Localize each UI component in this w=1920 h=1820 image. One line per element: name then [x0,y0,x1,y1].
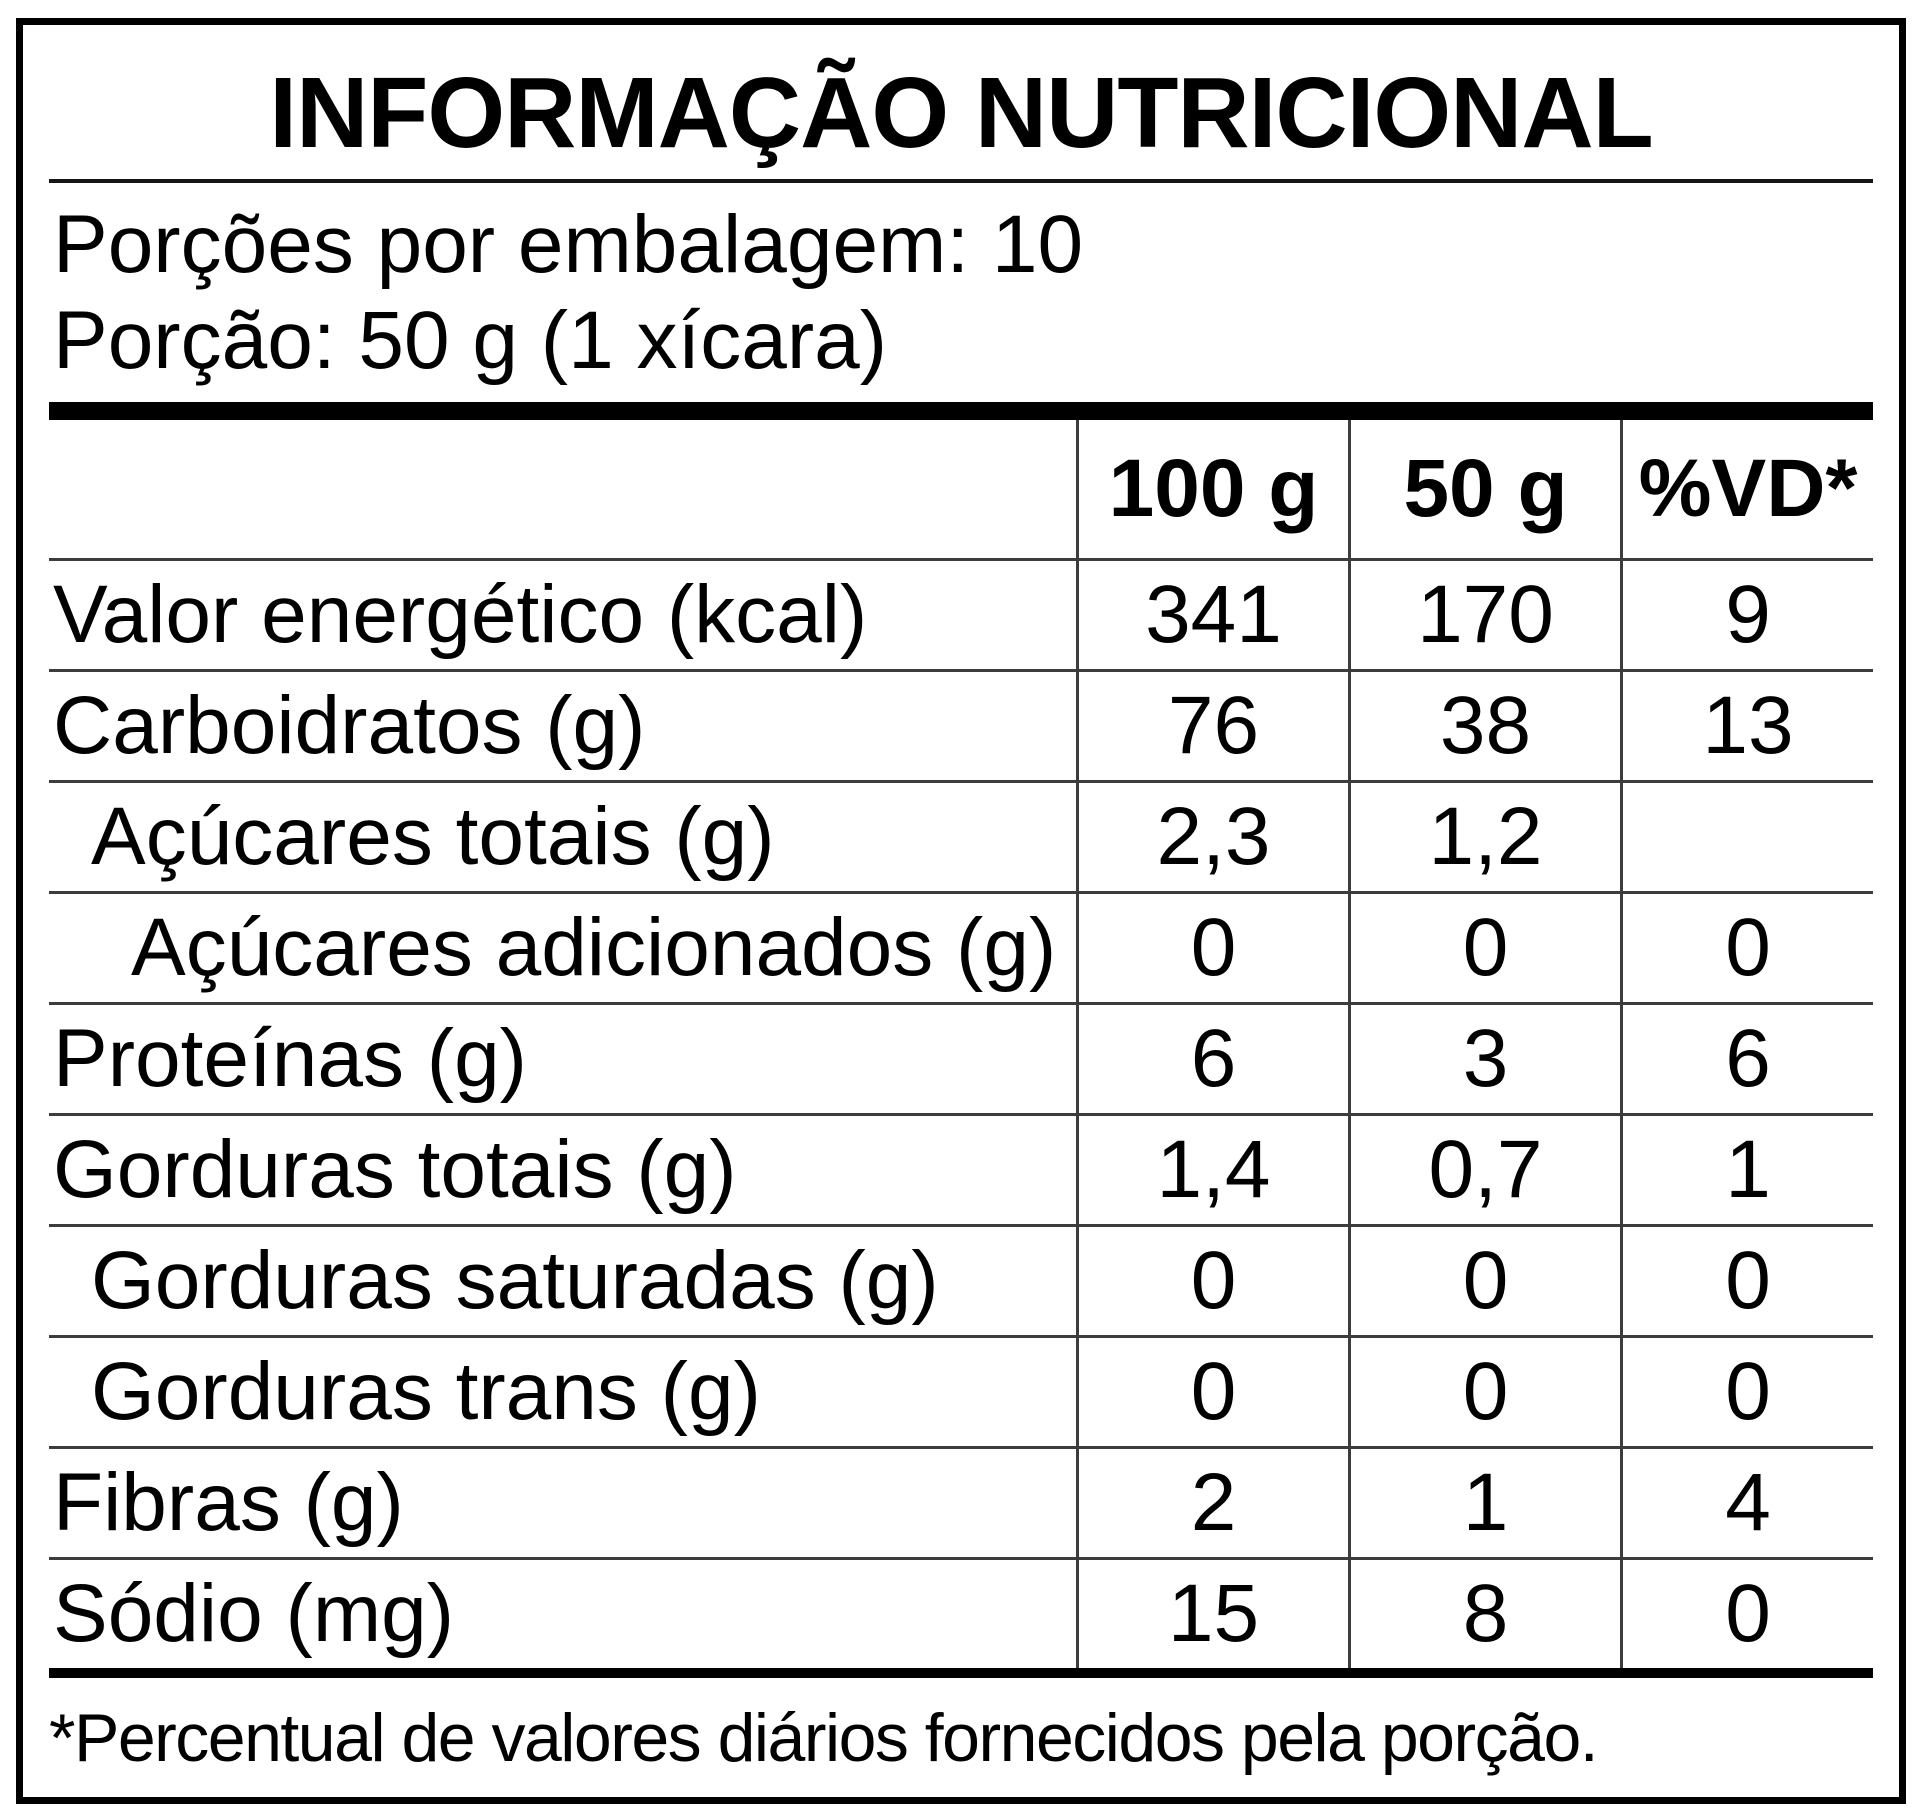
table-row: Gorduras saturadas (g) 0 0 0 [49,1224,1873,1335]
row-label: Proteínas (g) [53,1013,527,1104]
value-100g: 15 [1076,1560,1348,1668]
page-title: INFORMAÇÃO NUTRICIONAL [269,57,1653,169]
value-100g: 2,3 [1076,783,1348,891]
value-vd: 0 [1620,1560,1873,1668]
value-vd: 4 [1620,1449,1873,1557]
value-vd: 0 [1620,1338,1873,1446]
header-thick-divider [49,402,1873,420]
daily-value-footnote: *Percentual de valores diários fornecido… [49,1700,1599,1776]
value-vd: 1 [1620,1116,1873,1224]
value-vd: 0 [1620,1227,1873,1335]
title-divider [49,179,1873,183]
row-label: Gorduras trans (g) [91,1346,761,1437]
footer-thick-divider [49,1668,1873,1678]
value-100g: 341 [1076,561,1348,669]
row-label: Gorduras totais (g) [53,1124,737,1215]
serving-size-text: Porção: 50 g (1 xícara) [53,295,888,386]
value-100g: 6 [1076,1005,1348,1113]
table-header-row: 100 g 50 g %VD* [49,420,1873,558]
value-50g: 8 [1348,1560,1620,1668]
value-100g: 76 [1076,672,1348,780]
column-header-50g: 50 g [1348,420,1620,558]
value-50g: 3 [1348,1005,1620,1113]
row-label: Fibras (g) [53,1457,404,1548]
table-body: Valor energético (kcal) 341 170 9 Carboidrat… [49,558,1873,1668]
value-50g: 1,2 [1348,783,1620,891]
row-label: Gorduras saturadas (g) [91,1235,939,1326]
row-label: Carboidratos (g) [53,680,646,771]
serving-info: Porções por embalagem: 10 Porção: 50 g (… [49,183,1873,402]
servings-per-package-text: Porções por embalagem: 10 [53,199,1084,290]
value-50g: 1 [1348,1449,1620,1557]
value-100g: 0 [1076,1338,1348,1446]
table-row: Gorduras totais (g) 1,4 0,7 1 [49,1113,1873,1224]
column-header-vd: %VD* [1620,420,1873,558]
value-vd: 9 [1620,561,1873,669]
row-label: Açúcares totais (g) [91,791,775,882]
value-vd: 0 [1620,894,1873,1002]
nutrition-table: 100 g 50 g %VD* Valor energético (kcal) 3… [49,420,1873,1668]
value-100g: 2 [1076,1449,1348,1557]
table-row: Açúcares adicionados (g) 0 0 0 [49,891,1873,1002]
value-50g: 0 [1348,894,1620,1002]
value-100g: 1,4 [1076,1116,1348,1224]
table-row: Proteínas (g) 6 3 6 [49,1002,1873,1113]
row-label: Açúcares adicionados (g) [131,902,1057,993]
table-row: Fibras (g) 2 1 4 [49,1446,1873,1557]
value-50g: 0 [1348,1227,1620,1335]
table-row: Valor energético (kcal) 341 170 9 [49,558,1873,669]
column-header-empty [49,420,1076,558]
value-100g: 0 [1076,894,1348,1002]
value-50g: 38 [1348,672,1620,780]
value-50g: 0,7 [1348,1116,1620,1224]
value-vd: 13 [1620,672,1873,780]
value-100g: 0 [1076,1227,1348,1335]
row-label: Sódio (mg) [53,1568,455,1659]
value-50g: 170 [1348,561,1620,669]
table-row: Gorduras trans (g) 0 0 0 [49,1335,1873,1446]
row-label: Valor energético (kcal) [53,569,868,660]
table-row: Açúcares totais (g) 2,3 1,2 [49,780,1873,891]
column-header-100g: 100 g [1076,420,1348,558]
value-vd [1620,783,1873,891]
table-row: Carboidratos (g) 76 38 13 [49,669,1873,780]
table-row: Sódio (mg) 15 8 0 [49,1557,1873,1668]
value-50g: 0 [1348,1338,1620,1446]
value-vd: 6 [1620,1005,1873,1113]
nutrition-label: INFORMAÇÃO NUTRICIONAL Porções por embal… [16,18,1906,1804]
